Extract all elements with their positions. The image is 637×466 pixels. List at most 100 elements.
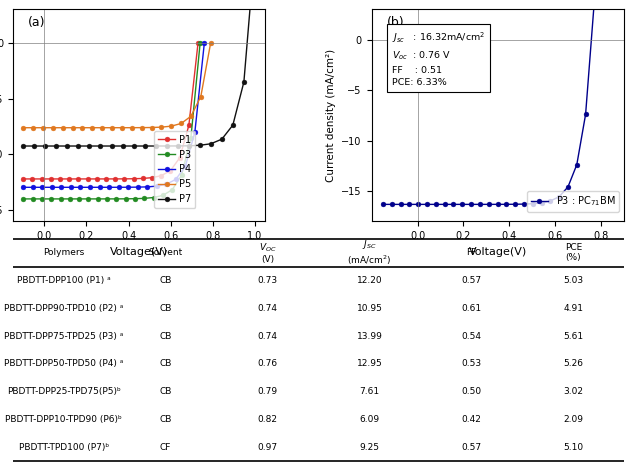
P4 bbox=[76, 185, 84, 190]
P4 bbox=[29, 185, 36, 190]
P3 : PC$_{71}$BM: (0.348, -16.3): PC$_{71}$BM: (0.348, -16.3) bbox=[494, 202, 501, 207]
P3 bbox=[159, 192, 167, 198]
P3 bbox=[47, 196, 55, 202]
P4 bbox=[124, 185, 132, 190]
P5 bbox=[29, 125, 37, 130]
P7 bbox=[118, 143, 126, 149]
P3 : PC$_{71}$BM: (-0.112, -16.3): PC$_{71}$BM: (-0.112, -16.3) bbox=[388, 202, 396, 207]
P3 : PC$_{71}$BM: (0.77, 3.89): PC$_{71}$BM: (0.77, 3.89) bbox=[590, 0, 598, 3]
P3 : PC$_{71}$BM: (0.00333, -16.3): PC$_{71}$BM: (0.00333, -16.3) bbox=[415, 202, 422, 207]
Text: $J_{sc}$   : 16.32mA/cm$^2$
$V_{oc}$  : 0.76 V
FF    : 0.51
PCE: 6.33%: $J_{sc}$ : 16.32mA/cm$^2$ $V_{oc}$ : 0.7… bbox=[392, 30, 485, 87]
P4 bbox=[153, 183, 161, 189]
P3 bbox=[187, 136, 195, 141]
P4 bbox=[105, 185, 113, 190]
P3 : PC$_{71}$BM: (0.732, -7.41): PC$_{71}$BM: (0.732, -7.41) bbox=[582, 112, 589, 117]
P7 bbox=[152, 143, 159, 149]
P1 bbox=[20, 176, 27, 182]
P7 bbox=[196, 143, 204, 148]
X-axis label: Voltage(V): Voltage(V) bbox=[469, 247, 527, 257]
Line: P3: P3 bbox=[21, 41, 203, 201]
P3 bbox=[85, 196, 92, 202]
P3 : PC$_{71}$BM: (0.463, -16.3): PC$_{71}$BM: (0.463, -16.3) bbox=[520, 201, 528, 207]
P4 bbox=[172, 177, 180, 182]
P5 bbox=[118, 125, 125, 130]
P5 bbox=[168, 123, 175, 129]
P1 bbox=[148, 175, 156, 180]
P1 bbox=[185, 123, 192, 128]
P4 bbox=[191, 130, 199, 135]
P7 bbox=[41, 143, 49, 149]
P4 bbox=[20, 185, 27, 190]
P3 : PC$_{71}$BM: (-0.035, -16.3): PC$_{71}$BM: (-0.035, -16.3) bbox=[406, 202, 413, 207]
P3 bbox=[20, 196, 27, 202]
P7 bbox=[20, 143, 27, 149]
P3 : PC$_{71}$BM: (0.08, -16.3): PC$_{71}$BM: (0.08, -16.3) bbox=[432, 202, 440, 207]
P4 bbox=[86, 185, 94, 190]
P5 bbox=[89, 125, 96, 130]
P3 : PC$_{71}$BM: (0.118, -16.3): PC$_{71}$BM: (0.118, -16.3) bbox=[441, 202, 448, 207]
Y-axis label: Current density (mA/cm²): Current density (mA/cm²) bbox=[326, 49, 336, 182]
P7 bbox=[52, 143, 60, 149]
P3 bbox=[75, 196, 83, 202]
P3 : PC$_{71}$BM: (0.0417, -16.3): PC$_{71}$BM: (0.0417, -16.3) bbox=[423, 202, 431, 207]
P5 bbox=[187, 113, 195, 119]
P1 bbox=[111, 176, 119, 182]
P7 bbox=[108, 143, 115, 149]
P5 bbox=[108, 125, 116, 130]
P1 bbox=[93, 176, 101, 182]
P3 bbox=[141, 196, 148, 201]
Text: (b): (b) bbox=[387, 16, 404, 29]
P1 bbox=[102, 176, 110, 182]
P7 bbox=[97, 143, 104, 149]
P5 bbox=[49, 125, 57, 130]
P7 bbox=[174, 143, 182, 149]
P3 : PC$_{71}$BM: (0.693, -12.4): PC$_{71}$BM: (0.693, -12.4) bbox=[573, 162, 580, 167]
P3 : PC$_{71}$BM: (0.502, -16.3): PC$_{71}$BM: (0.502, -16.3) bbox=[529, 201, 536, 206]
P3 bbox=[150, 195, 157, 200]
P3 bbox=[103, 196, 111, 202]
P5 bbox=[148, 125, 155, 130]
P3 : PC$_{71}$BM: (0.233, -16.3): PC$_{71}$BM: (0.233, -16.3) bbox=[468, 202, 475, 207]
P1 bbox=[47, 176, 55, 182]
P4 bbox=[162, 181, 170, 187]
P3 bbox=[57, 196, 64, 202]
P7 bbox=[64, 143, 71, 149]
P3 : PC$_{71}$BM: (0.617, -15.6): PC$_{71}$BM: (0.617, -15.6) bbox=[555, 194, 563, 199]
P1 bbox=[84, 176, 92, 182]
P5 bbox=[207, 40, 215, 46]
P4 bbox=[67, 185, 75, 190]
P5 bbox=[20, 125, 27, 130]
P3 bbox=[168, 187, 176, 192]
P4 bbox=[48, 185, 55, 190]
P7 bbox=[207, 141, 215, 147]
P1 bbox=[157, 173, 165, 178]
Legend: P1, P3, P4, P5, P7: P1, P3, P4, P5, P7 bbox=[154, 131, 196, 208]
P1 bbox=[66, 176, 73, 182]
P7 bbox=[240, 79, 248, 85]
Line: P5: P5 bbox=[21, 41, 213, 130]
P3 bbox=[29, 196, 36, 202]
P4 bbox=[182, 164, 189, 169]
P3 : PC$_{71}$BM: (0.31, -16.3): PC$_{71}$BM: (0.31, -16.3) bbox=[485, 202, 492, 207]
P5 bbox=[157, 124, 165, 130]
P3 bbox=[66, 196, 74, 202]
P5 bbox=[78, 125, 86, 130]
P3 : PC$_{71}$BM: (0.157, -16.3): PC$_{71}$BM: (0.157, -16.3) bbox=[450, 202, 457, 207]
P3 : PC$_{71}$BM: (0.578, -16): PC$_{71}$BM: (0.578, -16) bbox=[547, 198, 554, 204]
Text: (a): (a) bbox=[28, 16, 45, 29]
P5 bbox=[138, 125, 145, 130]
P3 : PC$_{71}$BM: (0.195, -16.3): PC$_{71}$BM: (0.195, -16.3) bbox=[459, 202, 466, 207]
P7 bbox=[229, 123, 237, 128]
P1 bbox=[29, 176, 36, 182]
P7 bbox=[31, 143, 38, 149]
P3 : PC$_{71}$BM: (-0.15, -16.3): PC$_{71}$BM: (-0.15, -16.3) bbox=[379, 202, 387, 207]
P1 bbox=[167, 168, 175, 173]
P1 bbox=[194, 40, 202, 46]
P5 bbox=[39, 125, 47, 130]
P5 bbox=[59, 125, 66, 130]
P1 bbox=[120, 176, 128, 182]
Line: P3 : PC$_{71}$BM: P3 : PC$_{71}$BM bbox=[381, 0, 597, 207]
P1 bbox=[139, 176, 147, 181]
P3 : PC$_{71}$BM: (0.655, -14.6): PC$_{71}$BM: (0.655, -14.6) bbox=[564, 184, 572, 190]
P7 bbox=[75, 143, 82, 149]
